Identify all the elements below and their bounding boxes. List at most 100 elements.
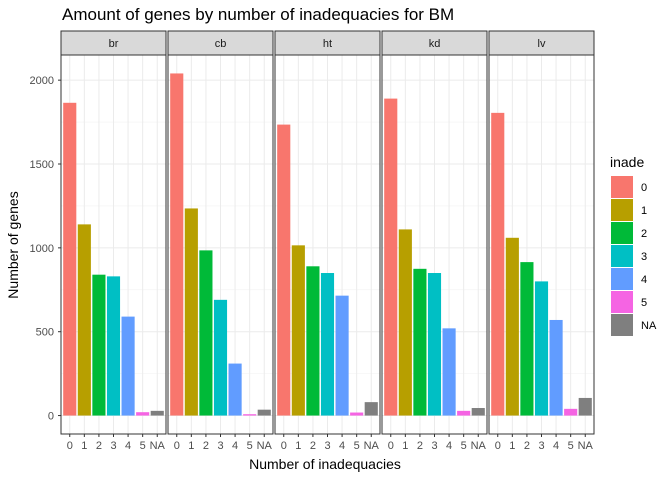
legend-label: 5 bbox=[641, 297, 647, 309]
facet-strip bbox=[381, 30, 488, 56]
facet-panel-br: br 0 1 2 3 4 5 NA bbox=[58, 30, 167, 452]
x-tick-label: 0 bbox=[495, 440, 501, 452]
legend-label: 1 bbox=[641, 205, 647, 217]
facet-strip-label: br bbox=[109, 38, 119, 50]
legend-swatch-5 bbox=[611, 291, 633, 313]
facet-panel-cb: cb 0 1 2 3 4 5 NA bbox=[167, 30, 274, 452]
bar-cb-0 bbox=[170, 73, 184, 416]
y-tick-label: 500 bbox=[36, 327, 54, 339]
bar-cb-2 bbox=[199, 250, 213, 416]
bar-lv-4 bbox=[549, 319, 563, 416]
bar-lv-NA bbox=[578, 397, 592, 416]
bar-br-4 bbox=[121, 316, 135, 416]
facet-panel-lv: lv 0 1 2 3 4 5 NA bbox=[488, 30, 595, 452]
bar-kd-0 bbox=[384, 98, 398, 416]
legend-title: inade bbox=[610, 154, 644, 170]
legend-swatch-0 bbox=[611, 176, 633, 198]
legend: inade 0 1 2 3 4 5 NA bbox=[610, 154, 657, 336]
x-tick-label: 0 bbox=[281, 440, 287, 452]
x-tick-label: 0 bbox=[67, 440, 73, 452]
legend-label: NA bbox=[641, 320, 657, 332]
x-tick-label: 2 bbox=[417, 440, 423, 452]
bar-ht-5 bbox=[350, 412, 364, 416]
x-tick-label: 4 bbox=[553, 440, 559, 452]
x-tick-label: 3 bbox=[217, 440, 223, 452]
bar-cb-3 bbox=[213, 299, 228, 416]
x-axis-title: Number of inadequacies bbox=[249, 456, 401, 472]
bar-kd-3 bbox=[427, 273, 442, 416]
x-tick-label: 4 bbox=[232, 440, 238, 452]
bar-br-NA bbox=[150, 410, 164, 416]
y-axis-title: Number of genes bbox=[5, 191, 21, 298]
legend-label: 0 bbox=[641, 182, 647, 194]
bar-lv-5 bbox=[564, 408, 578, 416]
bar-ht-3 bbox=[320, 273, 335, 416]
x-tick-label: 2 bbox=[96, 440, 102, 452]
bar-br-5 bbox=[136, 412, 150, 416]
facet-strip-label: lv bbox=[538, 38, 546, 50]
x-tick-label: 2 bbox=[310, 440, 316, 452]
bar-cb-NA bbox=[257, 409, 271, 416]
legend-swatch-2 bbox=[611, 222, 633, 244]
x-tick-label: 4 bbox=[339, 440, 345, 452]
bar-kd-2 bbox=[413, 268, 427, 416]
chart-title: Amount of genes by number of inadequacie… bbox=[62, 5, 454, 24]
facet-strip-label: kd bbox=[429, 38, 441, 50]
legend-label: 3 bbox=[641, 251, 647, 263]
y-tick-label: 1500 bbox=[30, 159, 54, 171]
bar-kd-1 bbox=[398, 229, 412, 416]
y-tick-label: 0 bbox=[48, 411, 54, 423]
y-tick-label: 2000 bbox=[30, 75, 54, 87]
x-tick-label: 4 bbox=[125, 440, 131, 452]
x-tick-label: 5 bbox=[140, 440, 146, 452]
bar-ht-NA bbox=[364, 402, 378, 416]
bar-lv-3 bbox=[534, 281, 549, 416]
facet-strip bbox=[488, 30, 595, 56]
bar-kd-4 bbox=[442, 328, 456, 416]
x-tick-label: 3 bbox=[431, 440, 437, 452]
bar-ht-1 bbox=[291, 245, 305, 416]
bar-kd-5 bbox=[457, 410, 471, 416]
x-tick-label: 4 bbox=[446, 440, 452, 452]
bar-lv-2 bbox=[520, 262, 534, 416]
bar-cb-5 bbox=[243, 414, 257, 416]
x-tick-label: 0 bbox=[174, 440, 180, 452]
x-tick-label: NA bbox=[364, 440, 380, 452]
x-tick-label: 2 bbox=[203, 440, 209, 452]
bar-lv-0 bbox=[491, 112, 505, 416]
x-tick-label: 3 bbox=[538, 440, 544, 452]
x-tick-label: NA bbox=[150, 440, 166, 452]
facet-strip-label: cb bbox=[215, 38, 227, 50]
x-tick-label: 2 bbox=[524, 440, 530, 452]
bar-br-1 bbox=[77, 224, 91, 416]
y-tick-label: 1000 bbox=[30, 243, 54, 255]
facet-strip bbox=[60, 30, 167, 56]
bar-lv-1 bbox=[505, 237, 519, 416]
x-tick-label: 5 bbox=[354, 440, 360, 452]
x-tick-label: 1 bbox=[188, 440, 194, 452]
x-tick-label: 0 bbox=[388, 440, 394, 452]
bar-br-0 bbox=[63, 102, 77, 416]
x-tick-label: 5 bbox=[247, 440, 253, 452]
legend-label: 4 bbox=[641, 274, 647, 286]
x-tick-label: 1 bbox=[509, 440, 515, 452]
x-tick-label: NA bbox=[471, 440, 487, 452]
bar-kd-NA bbox=[471, 408, 485, 416]
bar-br-2 bbox=[92, 274, 106, 416]
x-tick-label: NA bbox=[257, 440, 273, 452]
bar-ht-2 bbox=[306, 266, 320, 416]
legend-swatch-1 bbox=[611, 199, 633, 221]
bar-ht-4 bbox=[335, 295, 349, 416]
legend-swatch-4 bbox=[611, 268, 633, 290]
legend-label: 2 bbox=[641, 228, 647, 240]
x-tick-label: 1 bbox=[295, 440, 301, 452]
bar-cb-1 bbox=[184, 208, 198, 416]
x-tick-label: NA bbox=[578, 440, 594, 452]
bar-br-3 bbox=[106, 276, 121, 416]
facet-panel-ht: ht 0 1 2 3 4 5 NA bbox=[274, 30, 381, 452]
bar-cb-4 bbox=[228, 363, 242, 416]
facet-strip-label: ht bbox=[323, 38, 332, 50]
x-tick-label: 5 bbox=[461, 440, 467, 452]
